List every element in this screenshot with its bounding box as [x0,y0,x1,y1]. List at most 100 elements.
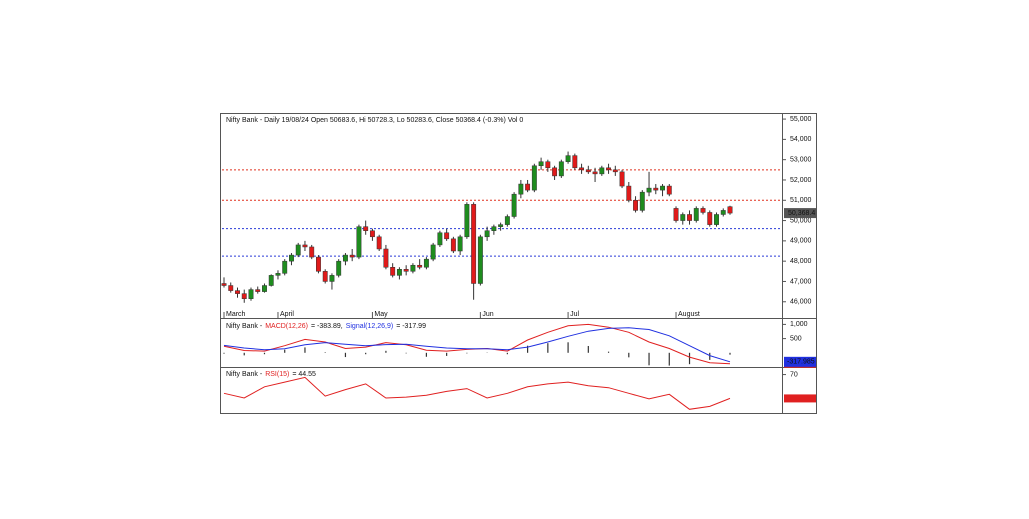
indicator-line [223,327,731,363]
candle-body [268,275,274,286]
x-tick-label: August [678,311,700,318]
candle-body [289,254,294,262]
candle-body [700,208,706,213]
candle-body [558,161,564,177]
candle-body [680,214,686,221]
y-tick-label: 46,000 [790,299,812,306]
candle-body [430,244,436,260]
candle-body [248,289,254,299]
candle-body [396,269,402,276]
candle-body [275,273,281,276]
x-tick-label: March [226,311,246,318]
candle-body [572,155,578,169]
y-tick-label: 54,000 [790,136,812,143]
candle-body [450,238,456,252]
candle-body [228,285,234,291]
signal-tag [784,356,816,367]
candle-body [255,289,261,292]
candle-body [545,161,551,169]
rsi-tag [784,394,816,403]
candle-body [599,167,605,175]
y-tick-label: 500 [790,335,802,342]
candle-body [626,185,632,201]
candle-body [673,208,679,221]
candle-body [518,183,524,195]
candle-body [653,187,659,191]
x-tick-label: April [280,311,294,318]
x-tick-label: May [374,311,388,318]
candle-body [282,260,288,274]
candle-body [693,208,699,221]
last-price-tag [784,208,816,219]
candle-body [525,183,531,191]
candle-body [491,226,497,231]
candle-body [538,161,544,167]
candle-body [504,216,510,225]
candle-body [666,185,672,195]
last-price-label: 50,368.4 [788,210,815,217]
candle-body [707,212,713,225]
candle-body [531,165,537,191]
candle-body [471,204,477,284]
candle-body [498,224,504,227]
candle-body [241,293,247,299]
candle-body [383,248,389,268]
candle-body [639,191,645,211]
candle-body [322,271,328,282]
y-tick-label: 53,000 [790,157,812,164]
candle-body [444,232,450,240]
candle-body [262,285,267,292]
candle-body [403,269,409,272]
candle-body [342,254,348,262]
candle-body [720,210,726,215]
legend: Nifty Bank - RSI(15) = 44.55 [226,371,316,378]
candle-body [437,232,443,246]
y-tick-label: 48,000 [790,258,812,265]
candle-body [295,244,301,256]
candle-body [410,264,416,272]
candle-body [336,260,342,276]
legend-readout: = -383.89, [311,323,343,330]
candle-body [606,167,612,171]
candle-body [390,267,396,276]
legend-readout: = -317.99 [396,323,426,330]
y-tick-label: 1,000 [790,321,808,328]
candle-body [477,236,483,284]
candle-body [592,171,598,175]
candle-body [687,214,692,221]
legend-label: Nifty Bank - [226,323,263,330]
x-tick-label: Jun [482,311,493,318]
legend-readout: = 44.55 [292,371,316,378]
candle-body [612,169,618,173]
legend-name: MACD(12,26) [265,323,308,330]
y-tick-label: 47,000 [790,278,812,285]
candle-body [464,204,470,238]
signal-tag-label: -317.985 [787,359,815,366]
candle-body [423,258,429,268]
candle-body [511,193,517,217]
candle-body [646,187,652,193]
candle-body [552,167,558,177]
candle-body [302,244,308,248]
candle-body [309,246,315,258]
y-tick-label: 51,000 [790,197,812,204]
candle-body [376,236,382,250]
candle-body [349,254,355,258]
y-tick-label: 50,000 [790,217,812,224]
candle-body [457,236,463,252]
candle-body [369,230,375,238]
candle-body [585,169,591,173]
candle-body [363,226,369,231]
candle-body [356,226,362,258]
legend-name: RSI(15) [265,371,289,378]
y-tick-label: 55,000 [790,116,812,123]
candle-body [316,256,321,272]
candle-body [619,171,625,187]
x-tick-label: Jul [570,311,579,318]
legend-label: Nifty Bank - [226,371,263,378]
candle-body [660,185,665,191]
candle-body [727,206,733,214]
y-tick-label: 49,000 [790,238,812,245]
